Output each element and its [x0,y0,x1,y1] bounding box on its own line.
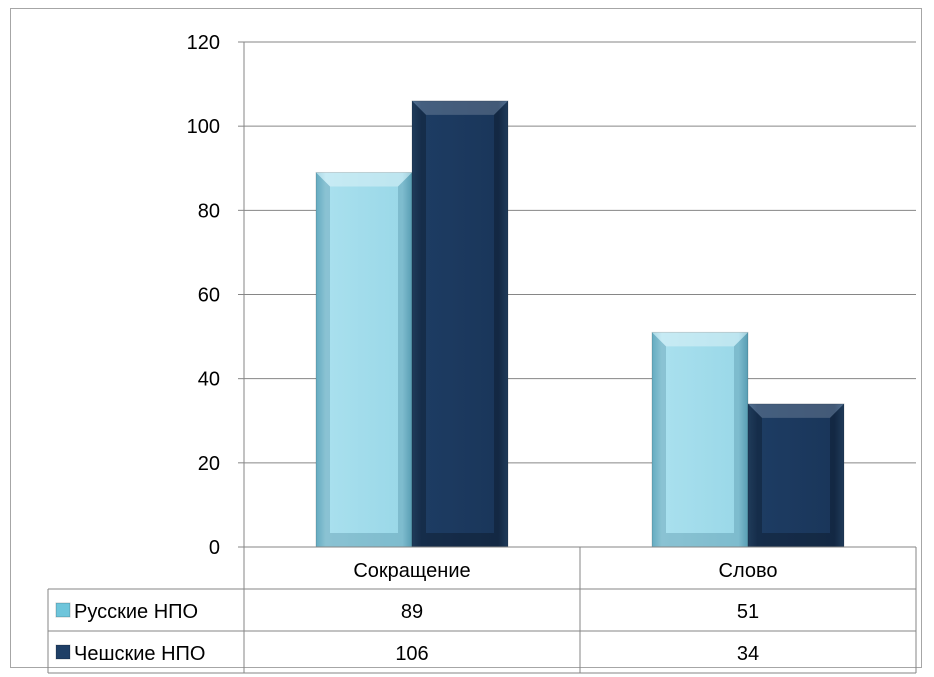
bar [315,171,413,548]
y-tick-label: 60 [198,285,220,307]
bar [747,403,845,548]
y-tick-label: 0 [209,537,220,559]
x-category-label: Сокращение [353,560,470,582]
y-tick-label: 80 [198,200,220,222]
y-tick-label: 40 [198,369,220,391]
y-axis: 0 20 40 60 80 100 120 [187,32,245,559]
y-tick-label: 120 [187,32,220,54]
bar [411,100,509,548]
y-tick-label: 100 [187,116,220,138]
legend-swatch [55,644,71,660]
legend-swatch [55,602,71,618]
data-label: 106 [395,643,428,665]
x-category-label: Слово [719,560,778,582]
data-label: 34 [737,643,759,665]
data-label: 89 [401,601,423,623]
y-tick-label: 20 [198,453,220,475]
legend-label: Чешские НПО [74,643,205,665]
bar [651,331,749,548]
legend-label: Русские НПО [74,601,198,623]
data-table: Сокращение Слово Русские НПО 89 51 Чешские НП… [47,546,917,674]
bars [315,100,845,548]
data-label: 51 [737,601,759,623]
